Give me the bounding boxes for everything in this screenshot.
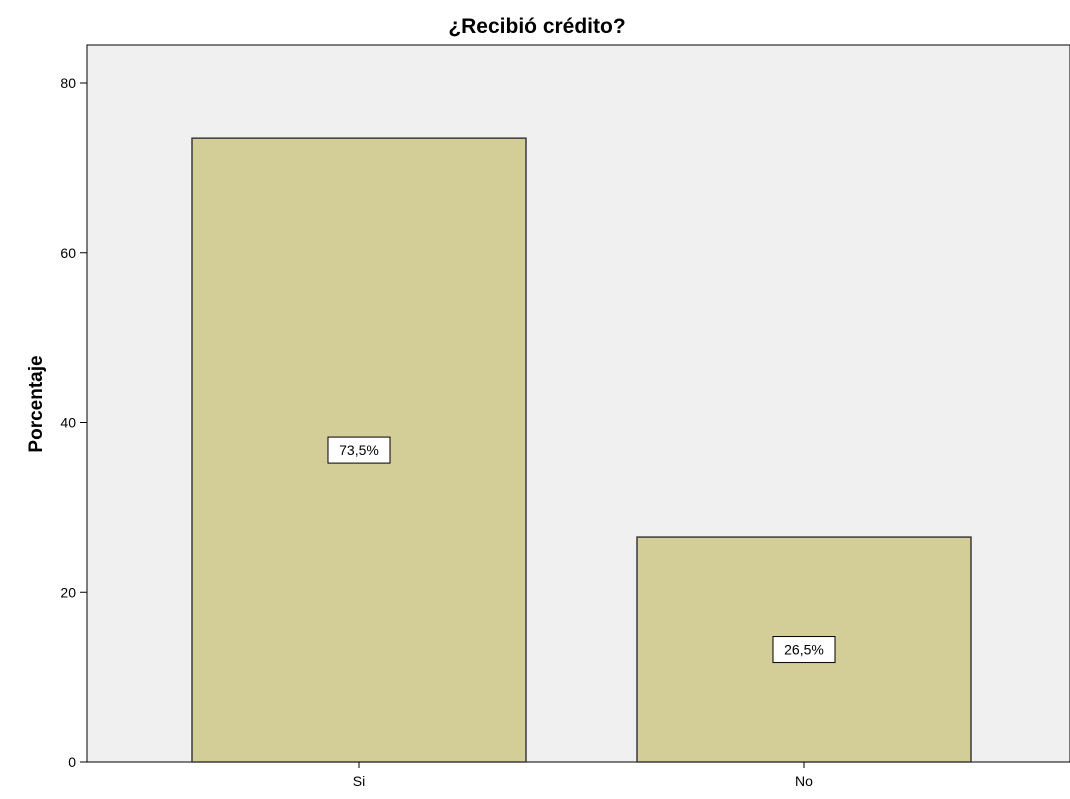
y-axis-label: Porcentaje <box>26 355 47 452</box>
data-label: 26,5% <box>784 642 824 658</box>
data-label-box <box>772 636 836 664</box>
y-tick-label: 60 <box>60 245 76 261</box>
x-tick-label: No <box>795 773 813 789</box>
y-tick-label: 20 <box>60 584 76 600</box>
y-axis: 0 20 40 60 80 <box>60 75 87 770</box>
chart-title: ¿Recibió crédito? <box>448 15 625 38</box>
x-axis: Si No <box>353 762 813 789</box>
y-tick-label: 80 <box>60 75 76 91</box>
x-tick-label: Si <box>353 773 365 789</box>
y-tick-label: 0 <box>68 754 76 770</box>
bar-si <box>191 137 527 763</box>
bars: 73,5% 26,5% <box>191 137 972 763</box>
y-tick-label: 40 <box>60 415 76 431</box>
data-label-box <box>327 436 391 464</box>
data-label: 73,5% <box>339 442 379 458</box>
